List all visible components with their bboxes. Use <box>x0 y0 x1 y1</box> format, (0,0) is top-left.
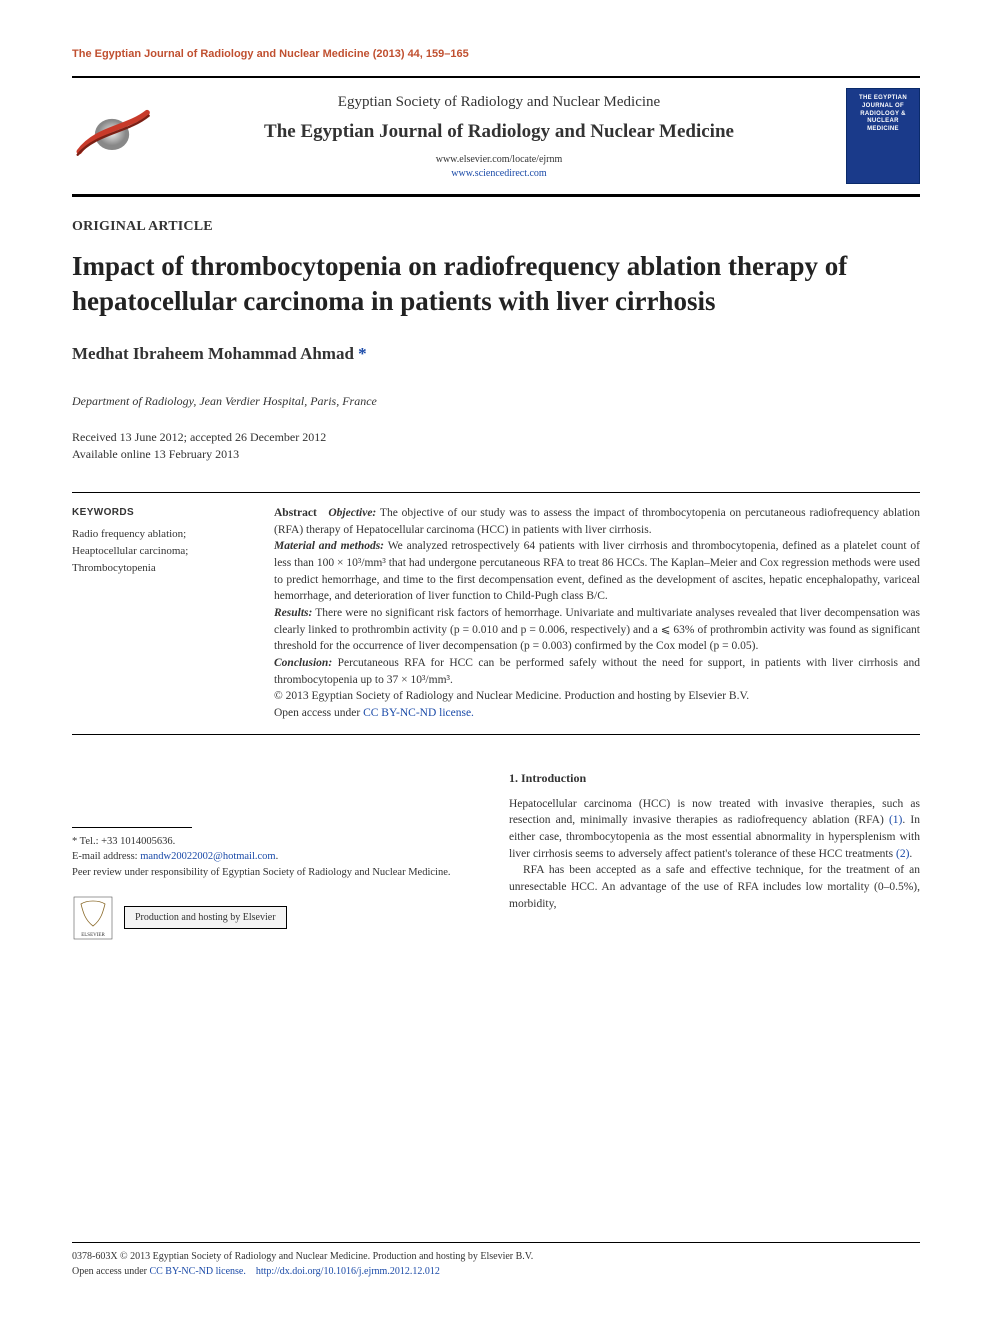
abstract-conclusion-label: Conclusion: <box>274 657 332 669</box>
journal-link-2[interactable]: www.sciencedirect.com <box>451 168 546 179</box>
cover-mini-title: THE EGYPTIAN JOURNAL OF RADIOLOGY & NUCL… <box>851 95 915 134</box>
author-affiliation: Department of Radiology, Jean Verdier Ho… <box>72 394 920 409</box>
journal-cover-thumbnail: THE EGYPTIAN JOURNAL OF RADIOLOGY & NUCL… <box>846 88 920 184</box>
society-name: Egyptian Society of Radiology and Nuclea… <box>164 94 834 111</box>
footer-copyright: 0378-603X © 2013 Egyptian Society of Rad… <box>72 1249 920 1264</box>
article-dates: Received 13 June 2012; accepted 26 Decem… <box>72 429 920 464</box>
tel-value: +33 1014005636. <box>101 836 175 847</box>
tel-label: * Tel.: <box>72 836 101 847</box>
peer-review-note: Peer review under responsibility of Egyp… <box>72 865 483 881</box>
online-date: Available online 13 February 2013 <box>72 446 920 463</box>
society-logo-icon <box>72 96 152 176</box>
running-head: The Egyptian Journal of Radiology and Nu… <box>72 48 920 60</box>
introduction-heading: 1. Introduction <box>509 771 920 786</box>
intro-p1c: . <box>909 848 912 860</box>
doi-link[interactable]: http://dx.doi.org/10.1016/j.ejrnm.2012.1… <box>256 1266 440 1277</box>
author-line: Medhat Ibraheem Mohammad Ahmad * <box>72 344 920 364</box>
abstract-license-link[interactable]: CC BY-NC-ND license. <box>363 707 474 719</box>
keywords-abstract-row: KEYWORDS Radio frequency ablation; Heapt… <box>72 492 920 735</box>
article-type: ORIGINAL ARTICLE <box>72 219 920 235</box>
footer-license-link[interactable]: CC BY-NC-ND license. <box>149 1266 245 1277</box>
masthead-rule-bottom <box>72 194 920 197</box>
author-email-link[interactable]: mandw20022002@hotmail.com <box>140 851 275 862</box>
keywords-heading: KEYWORDS <box>72 505 248 521</box>
footer-license-prefix: Open access under <box>72 1266 149 1277</box>
left-column: * Tel.: +33 1014005636. E-mail address: … <box>72 771 483 941</box>
journal-name: The Egyptian Journal of Radiology and Nu… <box>164 121 834 143</box>
article-title: Impact of thrombocytopenia on radiofrequ… <box>72 249 920 318</box>
abstract-objective-label: Objective: <box>328 507 376 519</box>
masthead: Egyptian Society of Radiology and Nuclea… <box>72 88 920 184</box>
intro-p2: RFA has been accepted as a safe and effe… <box>509 862 920 912</box>
footnotes: * Tel.: +33 1014005636. E-mail address: … <box>72 834 483 941</box>
footnote-rule <box>72 827 192 828</box>
elsevier-logo-icon: ELSEVIER <box>72 895 114 941</box>
intro-p1a: Hepatocellular carcinoma (HCC) is now tr… <box>509 798 920 827</box>
abstract-methods-label: Material and methods: <box>274 540 384 552</box>
abstract-copyright: © 2013 Egyptian Society of Radiology and… <box>274 688 920 705</box>
keywords-column: KEYWORDS Radio frequency ablation; Heapt… <box>72 505 248 722</box>
abstract-conclusion: Percutaneous RFA for HCC can be performe… <box>274 657 920 686</box>
abstract-results: There were no significant risk factors o… <box>274 607 920 652</box>
ref-link-1[interactable]: (1) <box>889 814 902 826</box>
abstract-label: Abstract <box>274 507 317 519</box>
email-label: E-mail address: <box>72 851 140 862</box>
abstract-license-prefix: Open access under <box>274 707 363 719</box>
ref-link-2[interactable]: (2) <box>896 848 909 860</box>
page-footer: 0378-603X © 2013 Egyptian Society of Rad… <box>72 1242 920 1279</box>
abstract-results-label: Results: <box>274 607 312 619</box>
introduction-text: Hepatocellular carcinoma (HCC) is now tr… <box>509 796 920 913</box>
hosting-box: Production and hosting by Elsevier <box>124 906 287 929</box>
elsevier-logo-label: ELSEVIER <box>81 933 105 938</box>
masthead-links: www.elsevier.com/locate/ejrnm www.scienc… <box>164 153 834 181</box>
received-accepted-date: Received 13 June 2012; accepted 26 Decem… <box>72 429 920 446</box>
author-name: Medhat Ibraheem Mohammad Ahmad <box>72 344 354 363</box>
masthead-rule-top <box>72 76 920 78</box>
email-suffix: . <box>276 851 279 862</box>
corresponding-tel: * Tel.: +33 1014005636. <box>72 834 483 850</box>
author-corresponding-mark: * <box>358 344 367 363</box>
keywords-list: Radio frequency ablation; Heaptocellular… <box>72 526 248 577</box>
abstract-column: Abstract Objective: The objective of our… <box>274 505 920 722</box>
journal-link-1[interactable]: www.elsevier.com/locate/ejrnm <box>436 154 563 165</box>
right-column: 1. Introduction Hepatocellular carcinoma… <box>509 771 920 941</box>
elsevier-hosting-row: ELSEVIER Production and hosting by Elsev… <box>72 895 483 941</box>
body-columns: * Tel.: +33 1014005636. E-mail address: … <box>72 771 920 941</box>
masthead-center: Egyptian Society of Radiology and Nuclea… <box>164 92 834 181</box>
